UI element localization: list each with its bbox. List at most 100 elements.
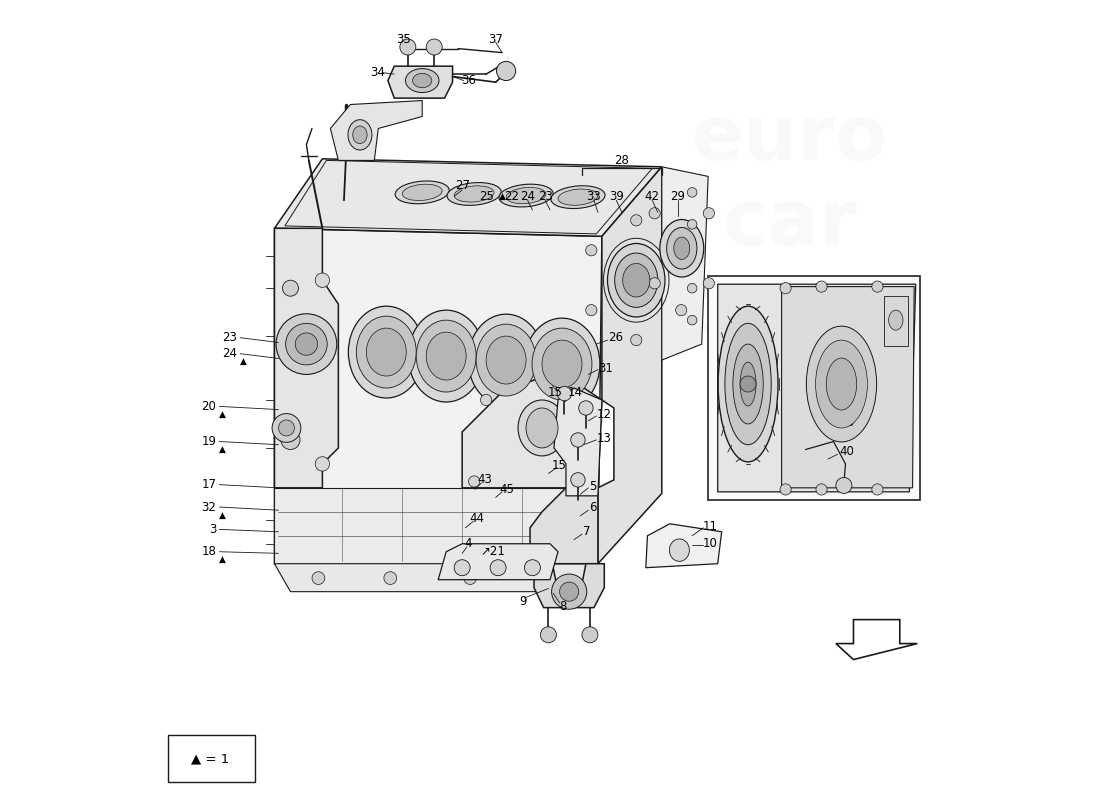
Circle shape (295, 333, 318, 355)
Circle shape (316, 273, 330, 287)
Circle shape (400, 39, 416, 55)
Text: 26: 26 (608, 331, 623, 344)
Circle shape (278, 420, 295, 436)
Circle shape (630, 334, 641, 346)
Polygon shape (598, 167, 662, 564)
Text: 25: 25 (478, 190, 494, 203)
Polygon shape (462, 376, 602, 488)
Text: 31: 31 (598, 362, 614, 374)
Text: a passion since 1985: a passion since 1985 (321, 481, 587, 607)
Ellipse shape (486, 336, 526, 384)
Circle shape (280, 430, 300, 450)
Circle shape (481, 394, 492, 406)
Ellipse shape (499, 184, 553, 207)
Bar (168, 735, 254, 782)
Text: 18: 18 (201, 546, 217, 558)
Text: 17: 17 (201, 478, 217, 491)
Text: 33: 33 (586, 190, 602, 203)
Circle shape (591, 414, 602, 426)
Circle shape (426, 39, 442, 55)
Circle shape (703, 208, 715, 219)
Circle shape (780, 484, 791, 495)
Text: ▲: ▲ (219, 555, 225, 564)
Circle shape (688, 283, 697, 293)
Circle shape (688, 187, 697, 197)
Polygon shape (275, 228, 602, 564)
Polygon shape (836, 620, 917, 659)
Ellipse shape (426, 332, 466, 380)
Text: 15: 15 (552, 459, 567, 472)
Text: ▲: ▲ (498, 192, 506, 201)
Text: 43: 43 (477, 474, 492, 486)
Circle shape (585, 245, 597, 256)
Polygon shape (388, 66, 452, 98)
Circle shape (688, 315, 697, 325)
Ellipse shape (476, 324, 536, 396)
Text: 4: 4 (465, 538, 472, 550)
Text: 15: 15 (548, 386, 562, 398)
Text: 7: 7 (583, 526, 591, 538)
Ellipse shape (356, 316, 416, 388)
Circle shape (464, 572, 476, 585)
Circle shape (540, 627, 557, 642)
Ellipse shape (395, 181, 449, 204)
Ellipse shape (506, 187, 546, 204)
Ellipse shape (348, 120, 372, 150)
Circle shape (571, 433, 585, 447)
Ellipse shape (542, 340, 582, 388)
Text: 28: 28 (615, 154, 629, 167)
Polygon shape (438, 544, 558, 580)
Polygon shape (717, 284, 916, 492)
Text: 32: 32 (201, 501, 217, 514)
Circle shape (576, 476, 587, 487)
Text: ▲: ▲ (219, 410, 225, 419)
Ellipse shape (526, 408, 558, 448)
Text: 29: 29 (670, 190, 685, 203)
Circle shape (675, 305, 686, 316)
Polygon shape (530, 488, 598, 564)
Ellipse shape (412, 74, 432, 88)
Ellipse shape (551, 186, 605, 209)
Circle shape (688, 219, 697, 229)
Circle shape (872, 281, 883, 292)
Ellipse shape (607, 243, 666, 317)
Circle shape (384, 572, 397, 585)
Ellipse shape (889, 310, 903, 330)
Text: 39: 39 (608, 190, 624, 203)
Polygon shape (330, 101, 422, 161)
Polygon shape (662, 167, 708, 360)
Circle shape (649, 278, 660, 289)
Circle shape (630, 214, 641, 226)
Circle shape (552, 378, 563, 390)
Text: 42: 42 (645, 190, 660, 203)
Text: 6: 6 (590, 502, 597, 514)
Circle shape (276, 314, 337, 374)
Polygon shape (275, 488, 598, 564)
Ellipse shape (403, 184, 442, 201)
Text: 44: 44 (469, 512, 484, 525)
Text: 11: 11 (702, 520, 717, 533)
Ellipse shape (667, 227, 697, 269)
Polygon shape (275, 159, 662, 236)
Ellipse shape (406, 69, 439, 93)
Ellipse shape (806, 326, 877, 442)
Circle shape (316, 457, 330, 471)
Circle shape (469, 476, 480, 487)
Circle shape (872, 484, 883, 495)
Text: ▲ = 1: ▲ = 1 (190, 752, 229, 765)
Text: 24: 24 (222, 347, 236, 360)
Text: 20: 20 (201, 400, 217, 413)
Circle shape (312, 572, 324, 585)
Circle shape (780, 282, 791, 294)
Text: ▲: ▲ (219, 510, 225, 519)
Ellipse shape (366, 328, 406, 376)
Circle shape (675, 245, 686, 256)
Polygon shape (646, 524, 722, 568)
Text: euro
car
parts: euro car parts (676, 102, 902, 347)
Ellipse shape (416, 320, 476, 392)
Text: 27: 27 (454, 179, 470, 193)
Ellipse shape (558, 189, 598, 206)
Text: 13: 13 (597, 432, 612, 445)
Ellipse shape (660, 219, 704, 277)
Bar (883, 296, 908, 346)
